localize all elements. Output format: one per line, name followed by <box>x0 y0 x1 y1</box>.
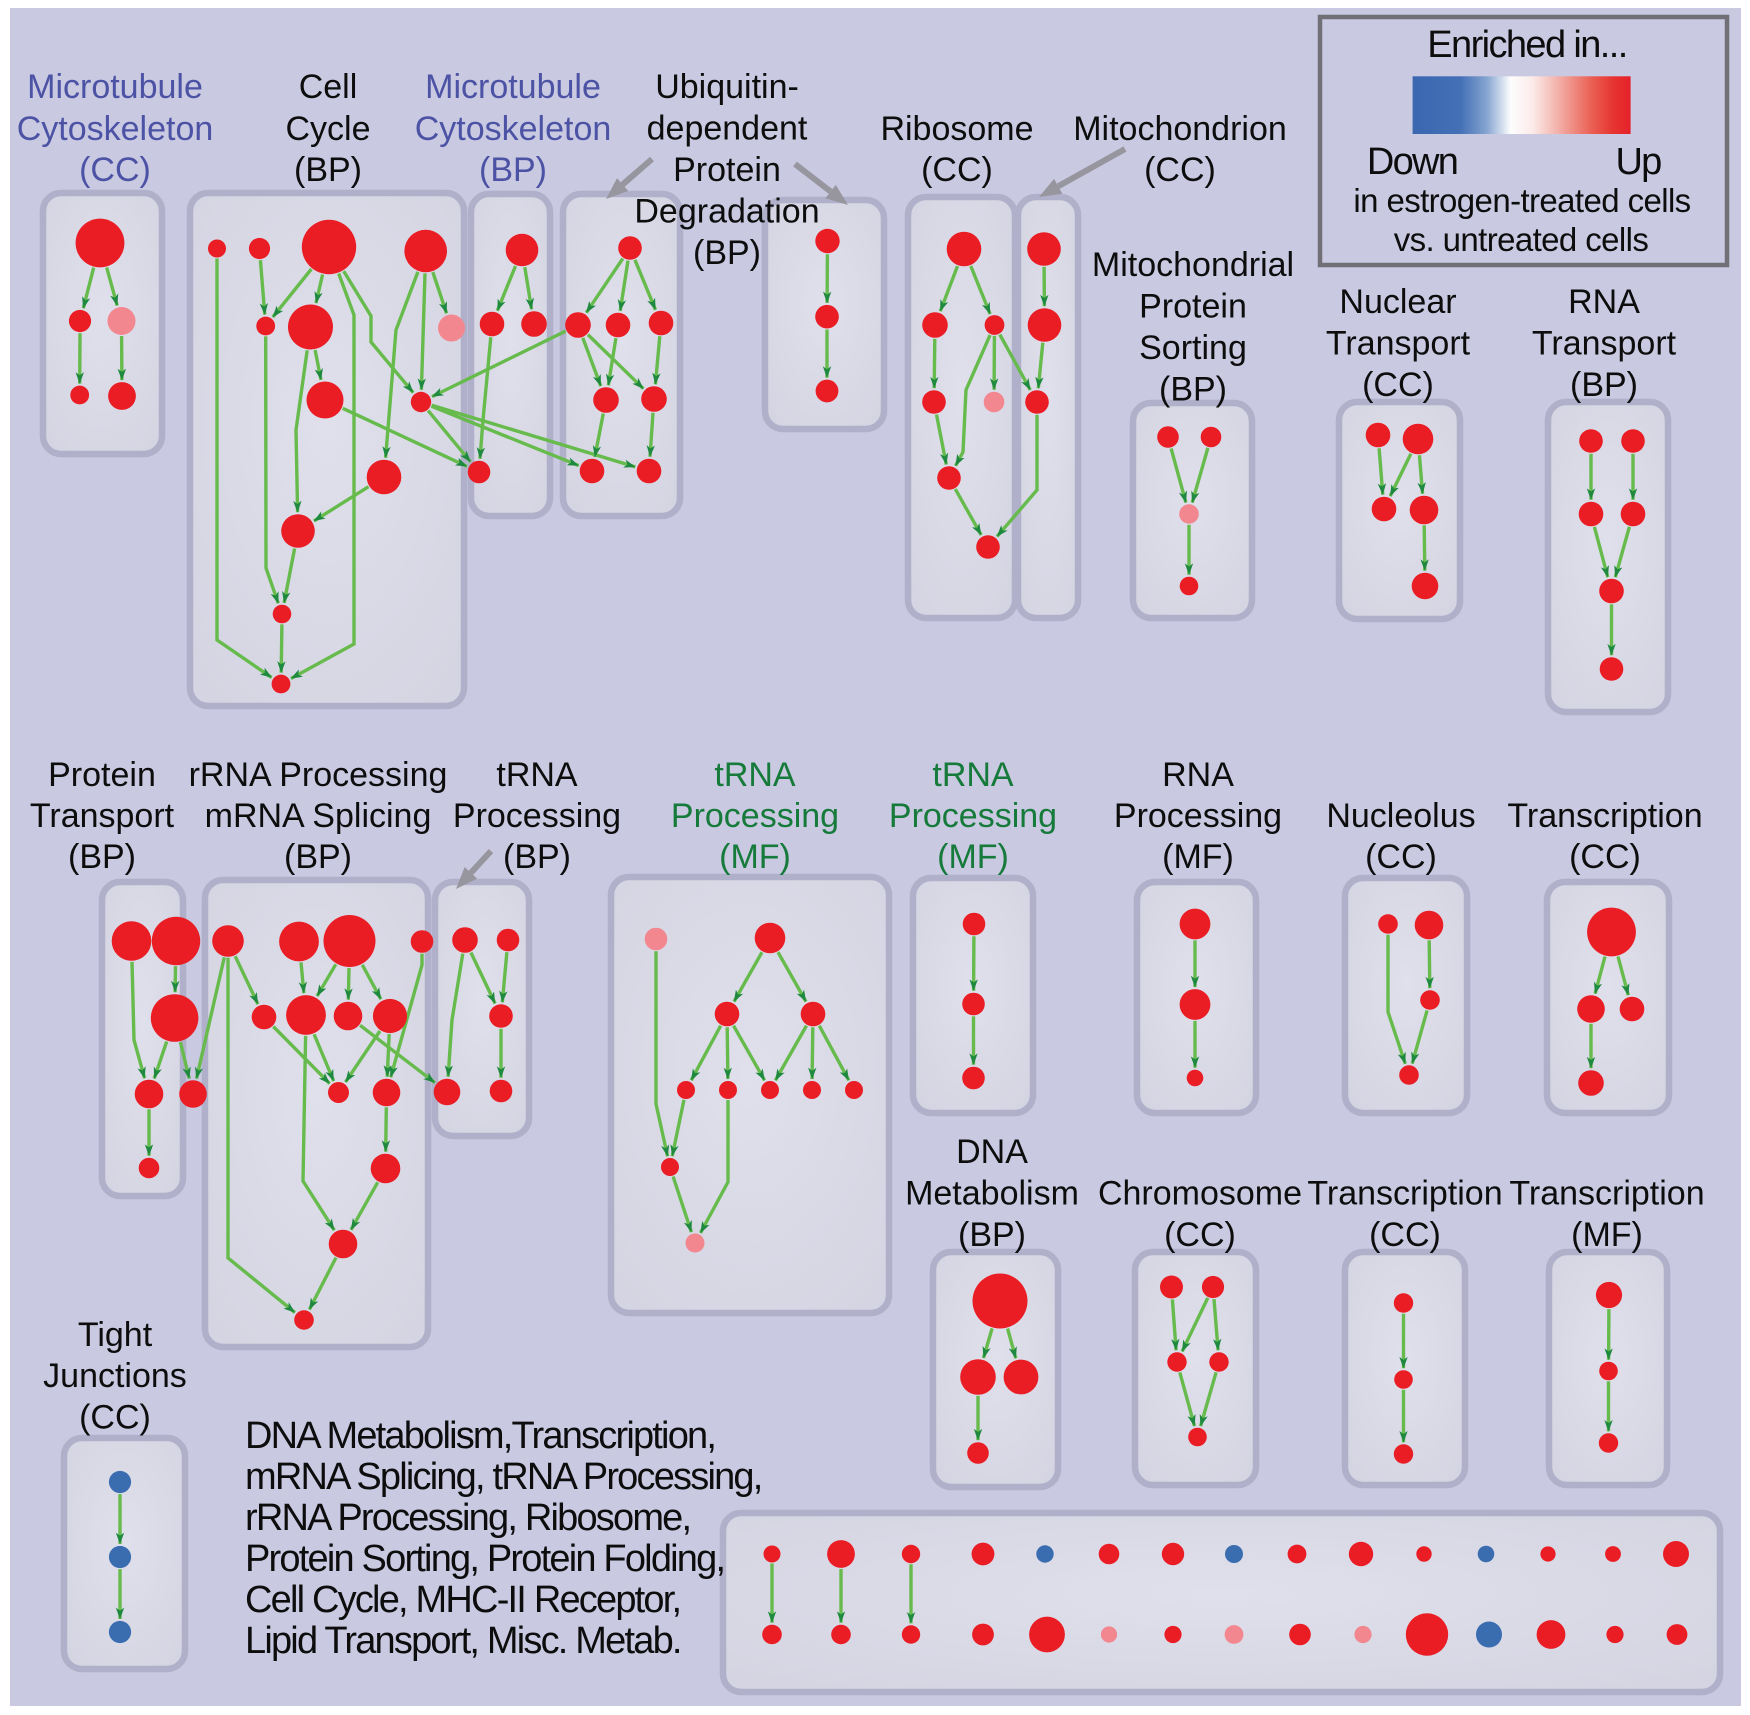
svg-text:Down: Down <box>1367 141 1457 183</box>
svg-text:Cytoskeleton: Cytoskeleton <box>415 110 612 148</box>
svg-text:(BP): (BP) <box>1570 366 1638 404</box>
svg-text:Degradation: Degradation <box>634 193 819 231</box>
svg-text:Mitochondrial: Mitochondrial <box>1092 246 1294 284</box>
svg-text:Cell Cycle, MHC-II Receptor,: Cell Cycle, MHC-II Receptor, <box>245 1579 680 1621</box>
svg-text:Junctions: Junctions <box>43 1357 187 1395</box>
svg-text:(CC): (CC) <box>1362 366 1434 404</box>
svg-text:(CC): (CC) <box>1569 838 1641 876</box>
svg-text:(BP): (BP) <box>479 151 547 189</box>
svg-text:Processing: Processing <box>889 797 1057 835</box>
svg-text:(BP): (BP) <box>958 1216 1026 1254</box>
svg-text:(MF): (MF) <box>1571 1216 1643 1254</box>
svg-text:(BP): (BP) <box>68 838 136 876</box>
svg-text:tRNA: tRNA <box>496 756 578 794</box>
svg-text:RNA: RNA <box>1162 756 1234 794</box>
svg-text:Transport: Transport <box>1532 325 1677 363</box>
svg-text:Protein Sorting, Protein Foldi: Protein Sorting, Protein Folding, <box>245 1538 724 1580</box>
svg-text:(MF): (MF) <box>937 838 1009 876</box>
svg-text:Transcription: Transcription <box>1509 1175 1704 1213</box>
svg-text:DNA: DNA <box>956 1133 1028 1171</box>
svg-text:Protein: Protein <box>673 151 781 189</box>
svg-text:Processing: Processing <box>1114 797 1282 835</box>
svg-text:Protein: Protein <box>48 756 156 794</box>
svg-text:Microtubule: Microtubule <box>27 68 203 106</box>
svg-text:Processing: Processing <box>671 797 839 835</box>
svg-text:Cytoskeleton: Cytoskeleton <box>17 110 214 148</box>
svg-text:(CC): (CC) <box>79 151 151 189</box>
svg-text:Processing: Processing <box>453 797 621 835</box>
svg-text:Nuclear: Nuclear <box>1339 283 1456 321</box>
svg-text:mRNA Splicing, tRNA Processing: mRNA Splicing, tRNA Processing, <box>245 1456 762 1498</box>
svg-text:Tight: Tight <box>78 1316 153 1354</box>
svg-text:DNA Metabolism,Transcription,: DNA Metabolism,Transcription, <box>245 1415 715 1457</box>
svg-text:(CC): (CC) <box>1144 151 1216 189</box>
svg-text:Transport: Transport <box>1326 325 1471 363</box>
svg-text:rRNA Processing, Ribosome,: rRNA Processing, Ribosome, <box>245 1497 690 1539</box>
svg-text:Microtubule: Microtubule <box>425 68 601 106</box>
svg-text:tRNA: tRNA <box>932 756 1014 794</box>
svg-text:(MF): (MF) <box>1162 838 1234 876</box>
svg-text:dependent: dependent <box>647 110 808 148</box>
svg-text:Enriched in...: Enriched in... <box>1427 24 1626 66</box>
svg-text:(MF): (MF) <box>719 838 791 876</box>
svg-text:Lipid Transport, Misc. Metab.: Lipid Transport, Misc. Metab. <box>245 1620 681 1662</box>
svg-text:Protein: Protein <box>1139 288 1247 326</box>
svg-text:vs. untreated cells: vs. untreated cells <box>1394 221 1649 258</box>
svg-text:Chromosome: Chromosome <box>1098 1175 1302 1213</box>
svg-text:(BP): (BP) <box>503 838 571 876</box>
svg-text:Ribosome: Ribosome <box>880 110 1033 148</box>
svg-text:(CC): (CC) <box>921 151 993 189</box>
svg-text:Transcription: Transcription <box>1507 797 1702 835</box>
svg-text:(CC): (CC) <box>1369 1216 1441 1254</box>
svg-text:(BP): (BP) <box>284 838 352 876</box>
svg-text:Transcription: Transcription <box>1307 1175 1502 1213</box>
svg-text:Nucleolus: Nucleolus <box>1326 797 1475 835</box>
svg-text:Ubiquitin-: Ubiquitin- <box>655 68 799 106</box>
svg-text:rRNA Processing: rRNA Processing <box>189 756 448 794</box>
svg-text:Mitochondrion: Mitochondrion <box>1073 110 1287 148</box>
svg-text:Metabolism: Metabolism <box>905 1175 1079 1213</box>
svg-text:RNA: RNA <box>1568 283 1640 321</box>
svg-text:Cycle: Cycle <box>285 110 370 148</box>
svg-text:(CC): (CC) <box>1164 1216 1236 1254</box>
svg-text:Sorting: Sorting <box>1139 329 1247 367</box>
svg-text:(BP): (BP) <box>693 234 761 272</box>
svg-text:Transport: Transport <box>30 797 175 835</box>
svg-text:tRNA: tRNA <box>714 756 796 794</box>
svg-text:mRNA Splicing: mRNA Splicing <box>205 797 432 835</box>
svg-text:Up: Up <box>1615 141 1661 183</box>
svg-text:(BP): (BP) <box>294 151 362 189</box>
svg-text:(CC): (CC) <box>1365 838 1437 876</box>
svg-text:(BP): (BP) <box>1159 371 1227 409</box>
svg-text:in estrogen-treated cells: in estrogen-treated cells <box>1353 182 1690 219</box>
svg-text:Cell: Cell <box>299 68 358 106</box>
svg-text:(CC): (CC) <box>79 1399 151 1437</box>
